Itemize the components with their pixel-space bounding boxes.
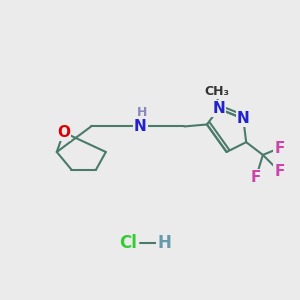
Text: O: O bbox=[57, 125, 70, 140]
Text: N: N bbox=[212, 101, 225, 116]
Text: Cl: Cl bbox=[119, 234, 137, 252]
Text: F: F bbox=[274, 164, 285, 179]
Text: F: F bbox=[251, 170, 261, 185]
Text: F: F bbox=[274, 140, 285, 155]
Text: CH₃: CH₃ bbox=[204, 85, 229, 98]
Text: H: H bbox=[137, 106, 147, 119]
Text: N: N bbox=[134, 119, 147, 134]
Text: N: N bbox=[237, 111, 250, 126]
Text: H: H bbox=[158, 234, 172, 252]
